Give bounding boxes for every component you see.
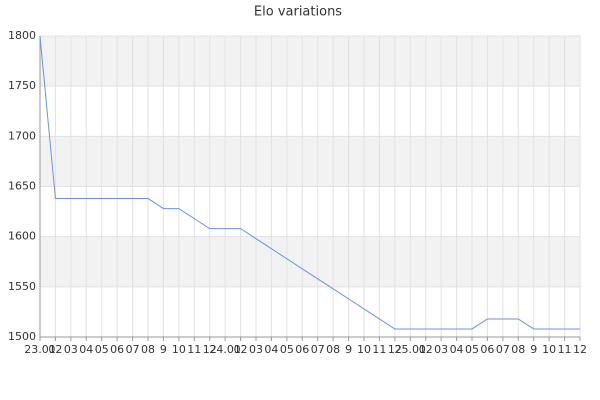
x-tick-label: 08	[326, 343, 340, 356]
y-tick-label: 1750	[8, 79, 36, 92]
x-tick-label: 9	[530, 343, 537, 356]
x-tick-label: 06	[110, 343, 124, 356]
y-tick-label: 1650	[8, 180, 36, 193]
x-tick-label: 07	[496, 343, 510, 356]
x-tick-label: 06	[480, 343, 494, 356]
x-tick-label: 03	[434, 343, 448, 356]
chart-title: Elo variations	[254, 5, 342, 20]
grid-band	[40, 236, 580, 287]
y-tick-label: 1700	[8, 129, 36, 142]
series-line	[39, 35, 580, 330]
x-tick-label: 11	[372, 343, 386, 356]
x-tick-label: 12	[203, 343, 217, 356]
x-tick-label: 23.01	[24, 343, 56, 356]
x-tick-label: 08	[141, 343, 155, 356]
grid-band	[40, 36, 580, 87]
x-tick-label: 03	[64, 343, 78, 356]
y-tick-label: 1600	[8, 230, 36, 243]
x-tick-label: 05	[280, 343, 294, 356]
x-tick-label: 9	[160, 343, 167, 356]
x-tick-label: 04	[450, 343, 464, 356]
x-tick-label: 08	[511, 343, 525, 356]
x-tick-label: 02	[48, 343, 62, 356]
x-tick-label: 05	[95, 343, 109, 356]
y-tick-label: 1550	[8, 280, 36, 293]
x-tick-label: 04	[264, 343, 278, 356]
y-tick-label: 1800	[8, 29, 36, 42]
x-tick-label: 06	[295, 343, 309, 356]
x-tick-label: 10	[172, 343, 186, 356]
x-tick-label: 12	[573, 343, 587, 356]
x-tick-label: 11	[558, 343, 572, 356]
x-tick-label: 10	[357, 343, 371, 356]
x-tick-label: 05	[465, 343, 479, 356]
grid-band	[40, 136, 580, 187]
x-tick-label: 24.01	[209, 343, 241, 356]
x-tick-label: 02	[234, 343, 248, 356]
x-tick-label: 9	[345, 343, 352, 356]
x-tick-label: 02	[419, 343, 433, 356]
y-tick-label: 1500	[8, 330, 36, 343]
x-tick-label: 10	[542, 343, 556, 356]
x-tick-label: 25.01	[395, 343, 427, 356]
x-tick-label: 07	[126, 343, 140, 356]
x-tick-label: 12	[388, 343, 402, 356]
x-tick-label: 11	[187, 343, 201, 356]
x-tick-label: 07	[311, 343, 325, 356]
x-tick-label: 03	[249, 343, 263, 356]
x-tick-label: 04	[79, 343, 93, 356]
